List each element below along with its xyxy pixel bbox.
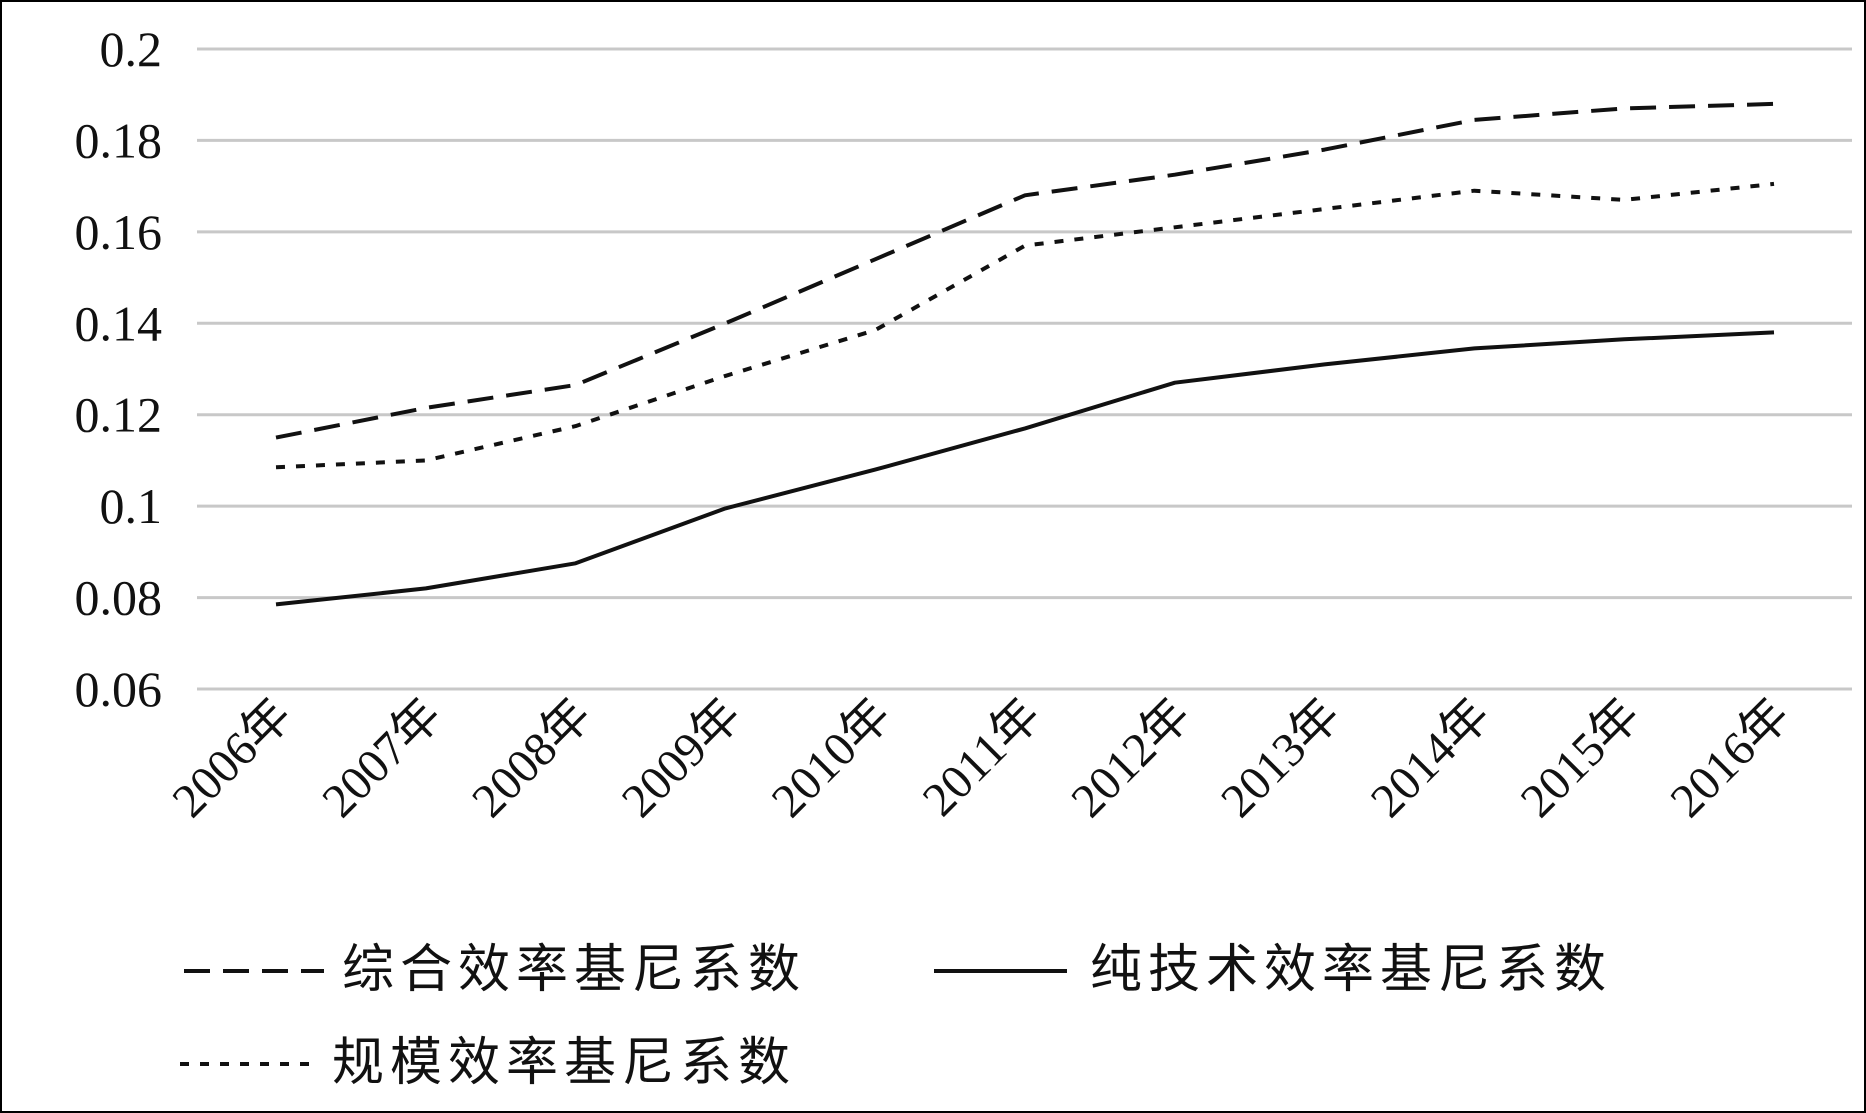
gridlines	[197, 47, 1852, 691]
y-tick-label: 0.2	[100, 21, 163, 77]
y-tick-label: 0.08	[75, 570, 163, 626]
x-tick-label: 2007年	[312, 688, 451, 827]
y-tick-label: 0.16	[75, 204, 163, 260]
series-lines	[275, 101, 1775, 607]
series-line-dotted	[275, 181, 1775, 470]
series-line-solid	[275, 330, 1775, 607]
x-axis-tick-labels: 2006年 2007年 2008年 2009年 2010年 2011年 2012年 2013年…	[162, 688, 1799, 827]
x-tick-label: 2006年	[162, 688, 301, 827]
y-tick-label: 0.06	[75, 661, 163, 717]
series-line-dashed	[275, 101, 1775, 440]
x-tick-label: 2013年	[1211, 688, 1350, 827]
y-tick-label: 0.1	[100, 478, 163, 534]
x-tick-label: 2016年	[1660, 688, 1799, 827]
y-tick-label: 0.12	[75, 387, 163, 443]
y-axis-tick-labels: 0.06 0.08 0.1 0.12 0.14 0.16 0.18 0.2	[75, 21, 163, 717]
y-tick-label: 0.14	[75, 295, 163, 351]
x-tick-label: 2015年	[1511, 688, 1650, 827]
legend-label: 综合效率基尼系数	[342, 940, 806, 1000]
legend-label: 纯技术效率基尼系数	[1090, 940, 1612, 1000]
x-tick-label: 2009年	[612, 688, 751, 827]
x-tick-label: 2008年	[462, 688, 601, 827]
legend-label: 规模效率基尼系数	[332, 1033, 796, 1093]
x-tick-label: 2010年	[762, 688, 901, 827]
x-tick-label: 2012年	[1061, 688, 1200, 827]
x-tick-label: 2014年	[1361, 688, 1500, 827]
y-tick-label: 0.18	[75, 112, 163, 168]
x-tick-label: 2011年	[913, 688, 1051, 826]
